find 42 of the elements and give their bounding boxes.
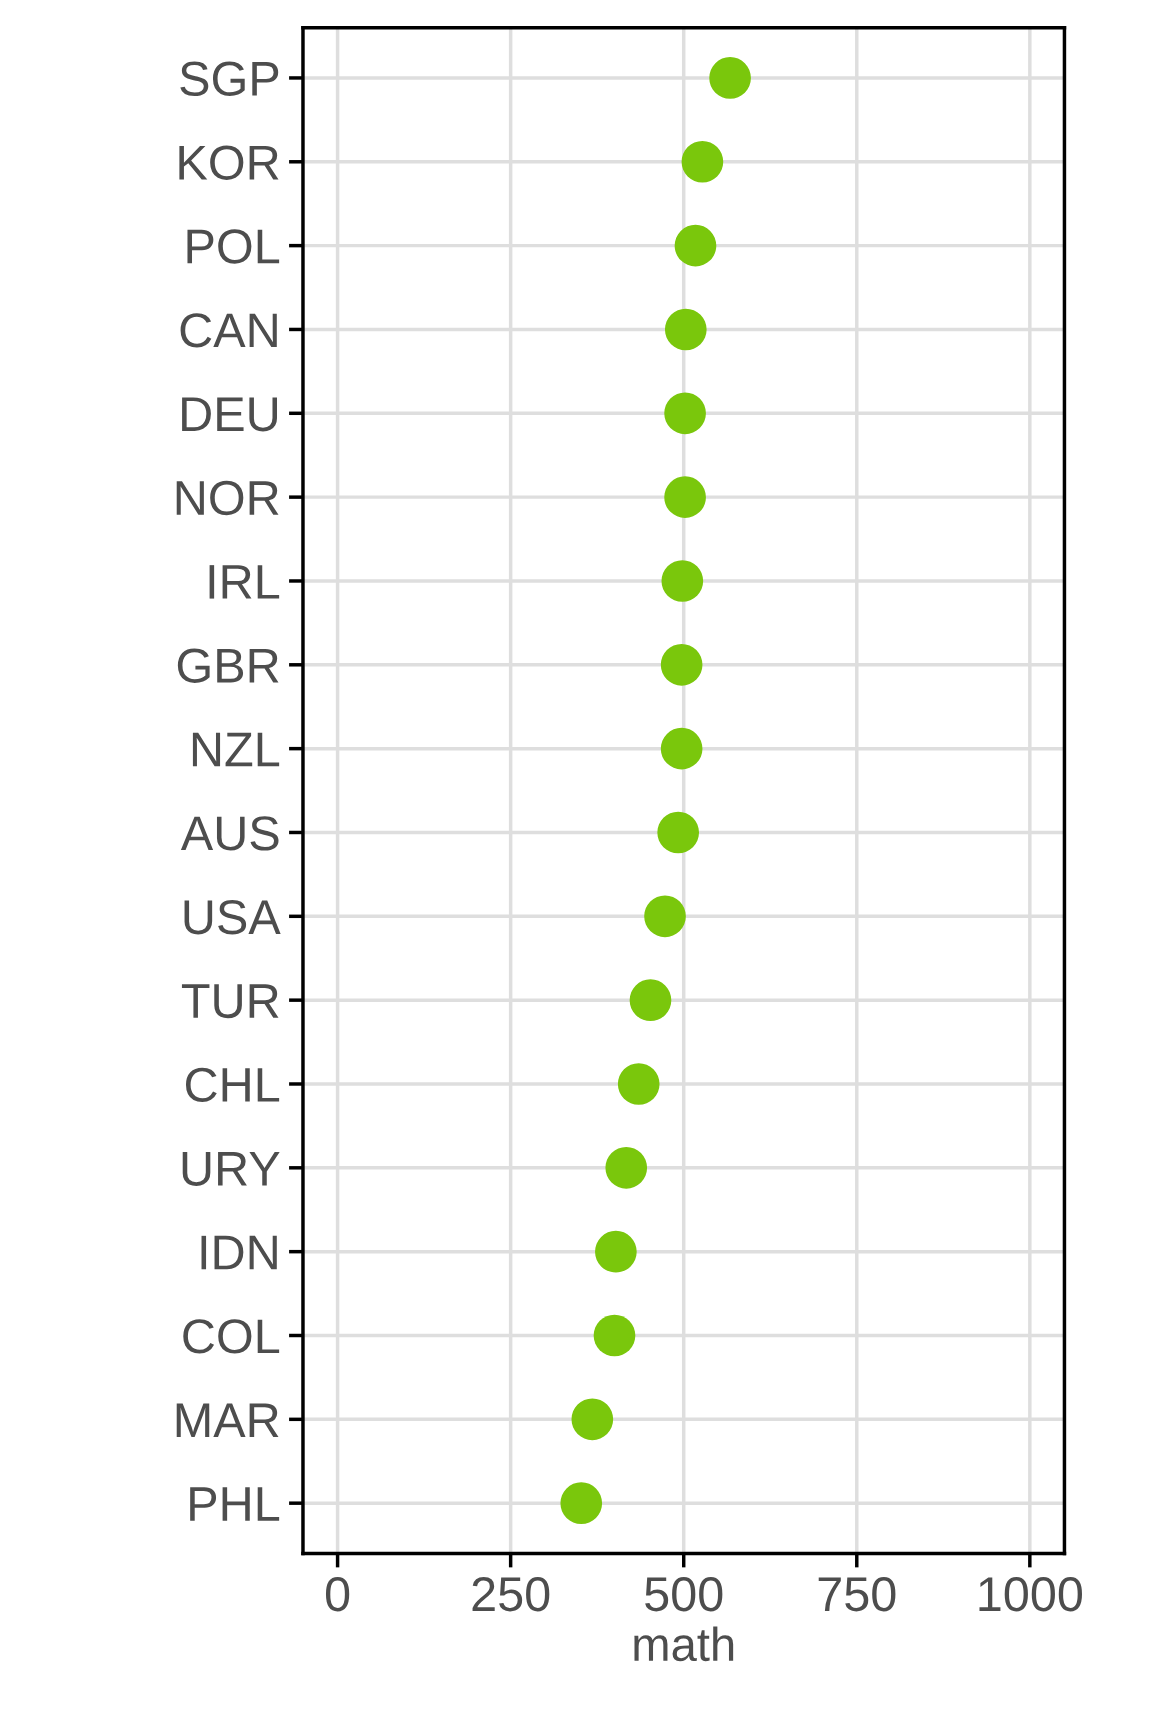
y-tick-label: NZL (192, 732, 280, 767)
point (664, 308, 707, 351)
y-tick-label: MAR (176, 1403, 279, 1437)
point (617, 1063, 660, 1105)
point (605, 1146, 648, 1189)
point (709, 57, 751, 99)
y-tick-label: CHL (185, 1067, 280, 1103)
point (661, 560, 704, 602)
y-tick-label: CAN (180, 313, 277, 348)
y-tick-label: KOR (179, 145, 279, 180)
y-tick-label: DEU (182, 397, 277, 432)
y-tick-label: COL (183, 1319, 280, 1354)
x-tick-label: 750 (818, 1576, 896, 1612)
point (664, 476, 706, 518)
x-tick-label: 500 (645, 1576, 723, 1612)
point (657, 811, 700, 854)
x-tick-label: 1000 (979, 1576, 1083, 1612)
y-tick-label: IDN (201, 1235, 277, 1270)
y-tick-label: PHL (190, 1487, 280, 1521)
y-tick-label: URY (182, 1152, 280, 1186)
y-tick-label: SGP (180, 61, 279, 97)
point (644, 895, 686, 938)
x-tick-label: 250 (472, 1576, 550, 1612)
y-tick-label: USA (184, 899, 281, 935)
point (664, 392, 706, 435)
point (571, 1398, 614, 1441)
x-tick-label: 0 (325, 1576, 350, 1612)
y-tick-label: AUS (180, 816, 279, 851)
y-tick-label: POL (187, 229, 280, 264)
point (660, 643, 703, 686)
y-tick-label: GBR (177, 648, 279, 683)
point (595, 1230, 637, 1273)
y-tick-label: IRL (209, 565, 280, 599)
point (593, 1314, 636, 1357)
x-axis-title: math (634, 1626, 734, 1662)
point (629, 979, 672, 1021)
point (560, 1482, 603, 1524)
point (681, 140, 724, 183)
y-tick-label: TUR (181, 984, 279, 1019)
y-tick-label: NOR (176, 480, 279, 516)
point (660, 727, 703, 770)
point (674, 224, 717, 267)
